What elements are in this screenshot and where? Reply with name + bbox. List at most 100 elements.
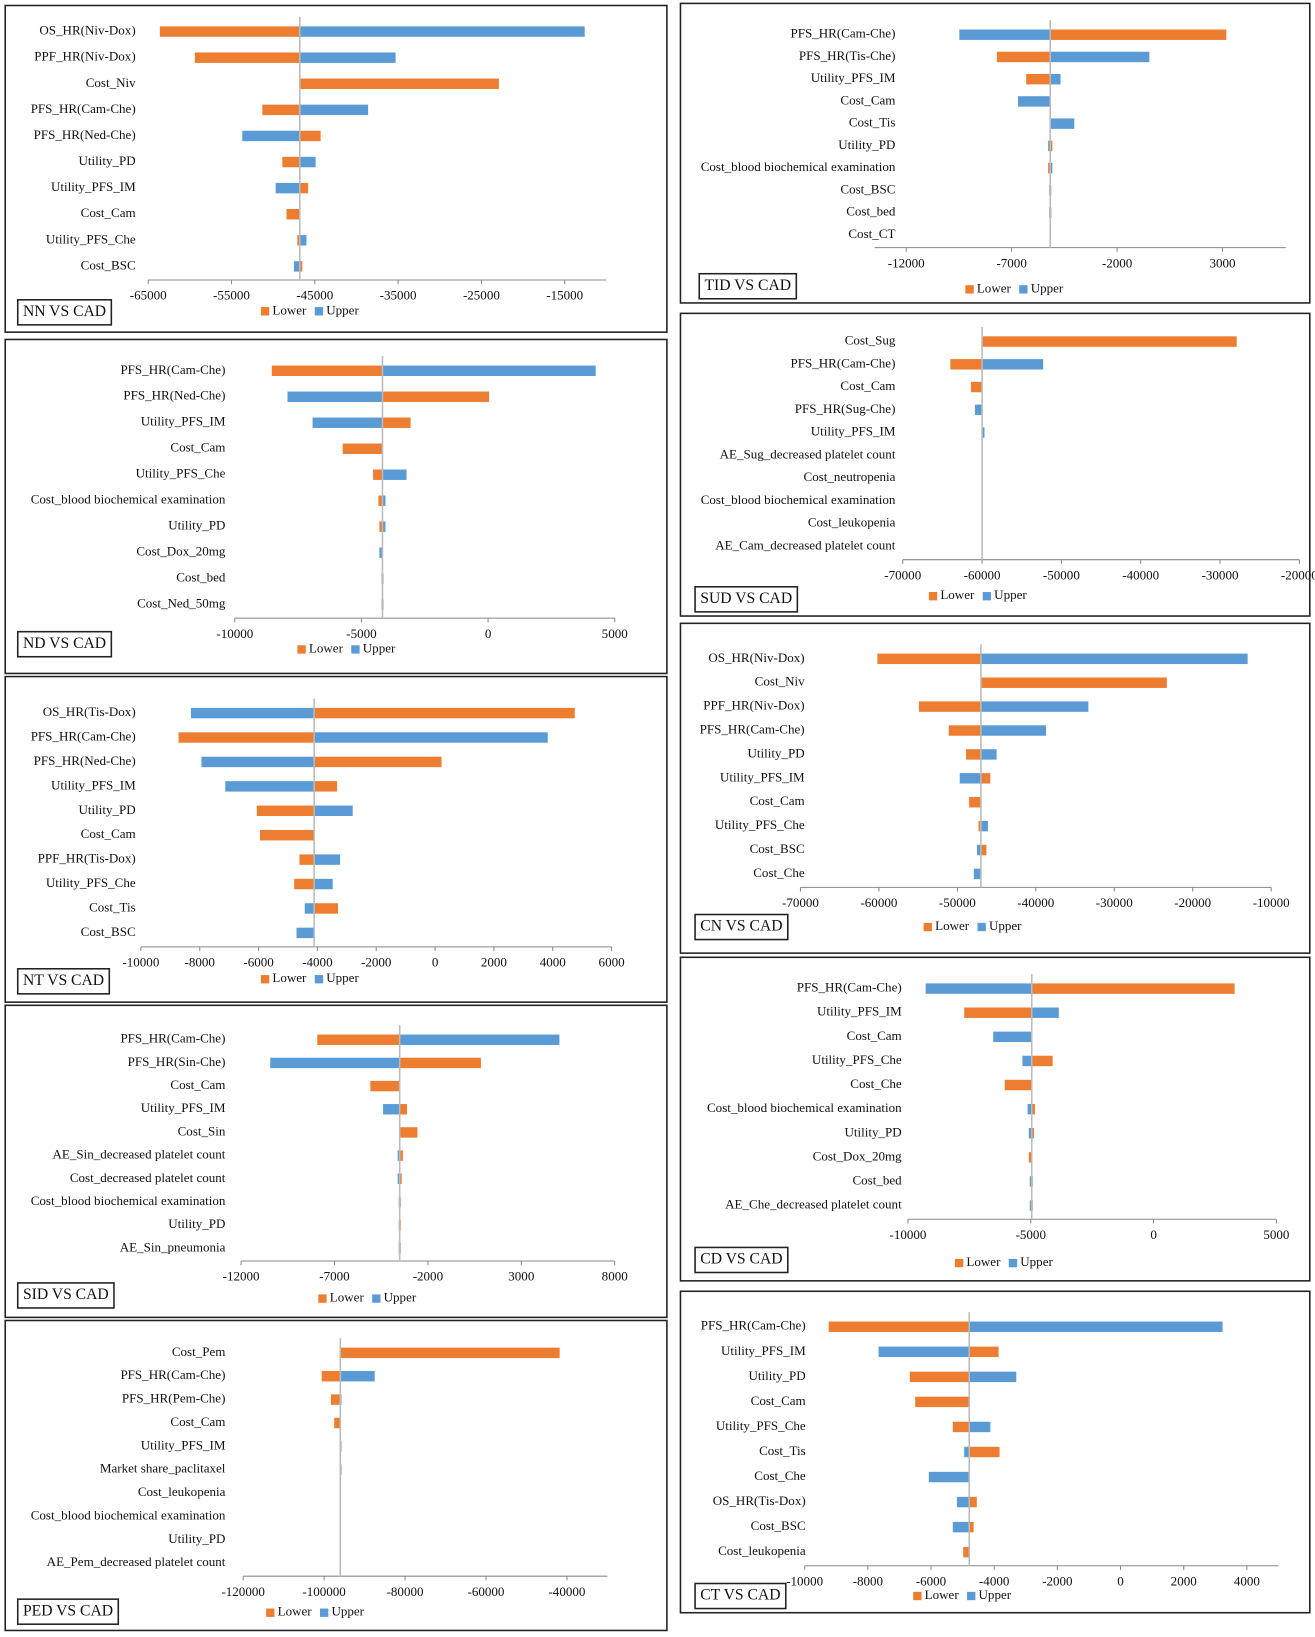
x-tick-label: -8000 — [185, 955, 216, 970]
bar — [1031, 1007, 1059, 1018]
category-label: Cost_bed — [176, 570, 226, 585]
legend-swatch — [965, 285, 974, 294]
bar — [340, 1371, 375, 1382]
category-label: PPF_HR(Niv-Dox) — [34, 49, 135, 64]
bar — [294, 878, 315, 890]
x-tick-label: -35000 — [380, 288, 417, 303]
chart-panel: -12000 -7000 -2000 3000 8000 PFS_HR(Cam-Che) P… — [4, 1004, 668, 1319]
x-tick-label: -60000 — [964, 567, 1001, 582]
legend-label: Lower — [940, 587, 975, 602]
legend-swatch — [260, 307, 270, 316]
category-label: Cost_blood biochemical examination — [31, 1507, 226, 1522]
chart-title: CT VS CAD — [700, 1587, 780, 1604]
category-label: PFS_HR(Sin-Che) — [128, 1054, 226, 1069]
x-tick-label: -2000 — [413, 1269, 444, 1284]
category-label: AE_Che_decreased platelet count — [725, 1197, 902, 1212]
bar — [299, 78, 499, 89]
bar — [950, 359, 983, 370]
bar — [201, 756, 315, 768]
x-tick-label: -12000 — [223, 1269, 260, 1284]
panel-frame — [4, 1319, 668, 1632]
bar — [952, 1421, 970, 1433]
legend-swatch — [1019, 285, 1028, 294]
title-frame — [694, 1246, 789, 1274]
legend-label: Upper — [326, 970, 359, 985]
chart-title: CD VS CAD — [700, 1251, 782, 1268]
x-tick-label: -80000 — [387, 1584, 424, 1599]
bar — [980, 773, 991, 784]
category-label: Cost_Cam — [170, 440, 225, 455]
x-tick-label: -2000 — [1042, 1573, 1073, 1588]
bar — [1027, 1103, 1032, 1115]
bar — [297, 235, 300, 246]
category-label: PFS_HR(Pem-Che) — [122, 1391, 226, 1406]
category-label: PFS_HR(Cam-Che) — [790, 355, 895, 370]
x-tick-label: 6000 — [599, 955, 626, 970]
chart-panel: -12000 -7000 -2000 3000 PFS_HR(Cam-Che) PFS_H… — [679, 2, 1311, 304]
legend-swatch — [372, 1294, 381, 1303]
bar — [956, 1496, 970, 1508]
legend-label: Lower — [309, 640, 344, 655]
x-tick-label: -10000 — [122, 955, 159, 970]
bar — [877, 653, 981, 665]
bar — [1031, 1055, 1053, 1067]
category-label: PFS_HR(Cam-Che) — [120, 1031, 225, 1046]
category-label: Cost_BSC — [751, 1518, 806, 1533]
x-tick-label: -12000 — [888, 255, 925, 270]
category-label: Cost_BSC — [840, 181, 895, 196]
legend-swatch — [954, 1258, 964, 1268]
bar — [399, 1034, 560, 1045]
category-label: Utility_PFS_IM — [51, 179, 136, 194]
bar — [969, 1346, 999, 1358]
x-tick-label: 0 — [485, 626, 492, 641]
legend-swatch — [314, 975, 324, 984]
x-tick-label: 0 — [432, 955, 439, 970]
category-label: Cost_blood biochemical examination — [707, 1100, 902, 1115]
legend-swatch — [967, 1591, 976, 1601]
chart-panel: -10000 -8000 -6000 -4000 -2000 0 2000 4000 PFS_H… — [679, 1290, 1311, 1614]
x-tick-label: -60000 — [860, 895, 897, 910]
category-label: Cost_Niv — [755, 674, 805, 689]
bar — [340, 1347, 560, 1359]
bar — [382, 417, 411, 428]
panel-frame — [679, 312, 1311, 617]
category-label: Cost_blood biochemical examination — [31, 492, 226, 507]
bar — [964, 1446, 970, 1458]
bar — [980, 725, 1047, 736]
category-label: Cost_Che — [754, 1468, 806, 1483]
x-tick-label: -20000 — [1281, 567, 1315, 582]
bar — [370, 1080, 400, 1092]
category-label: Cost_BSC — [750, 841, 805, 856]
x-tick-label: -4000 — [979, 1573, 1010, 1588]
bar — [982, 427, 985, 438]
category-label: Cost_blood biochemical examination — [701, 492, 896, 507]
category-label: Utility_PFS_IM — [51, 777, 136, 792]
category-label: Cost_leukopenia — [718, 1543, 806, 1558]
x-tick-label: -40000 — [548, 1584, 585, 1599]
bar — [993, 1031, 1032, 1043]
title-frame — [694, 586, 799, 613]
category-label: Utility_PFS_Che — [46, 231, 136, 246]
x-tick-label: -40000 — [1122, 567, 1159, 582]
category-label: Cost_Dox_20mg — [813, 1148, 903, 1163]
category-label: PFS_HR(Cam-Che) — [120, 362, 225, 377]
category-label: PFS_HR(Cam-Che) — [701, 1318, 806, 1333]
category-label: OS_HR(Tis-Dox) — [43, 704, 136, 719]
bar — [299, 104, 369, 116]
bar — [296, 927, 315, 939]
bar — [1022, 1055, 1032, 1067]
bar — [314, 707, 575, 719]
bar — [287, 391, 383, 402]
bar — [1050, 51, 1150, 63]
bar — [973, 868, 981, 880]
category-label: Cost_Cam — [81, 205, 136, 220]
category-label: Cost_Cam — [840, 92, 895, 107]
category-label: Cost_Tis — [849, 115, 896, 130]
x-tick-label: -60000 — [468, 1584, 505, 1599]
bar — [256, 805, 315, 816]
bar — [980, 749, 997, 760]
legend-swatch — [297, 645, 306, 654]
category-label: Cost_Cam — [751, 1393, 806, 1408]
bar — [194, 52, 300, 63]
legend-swatch — [928, 592, 938, 601]
